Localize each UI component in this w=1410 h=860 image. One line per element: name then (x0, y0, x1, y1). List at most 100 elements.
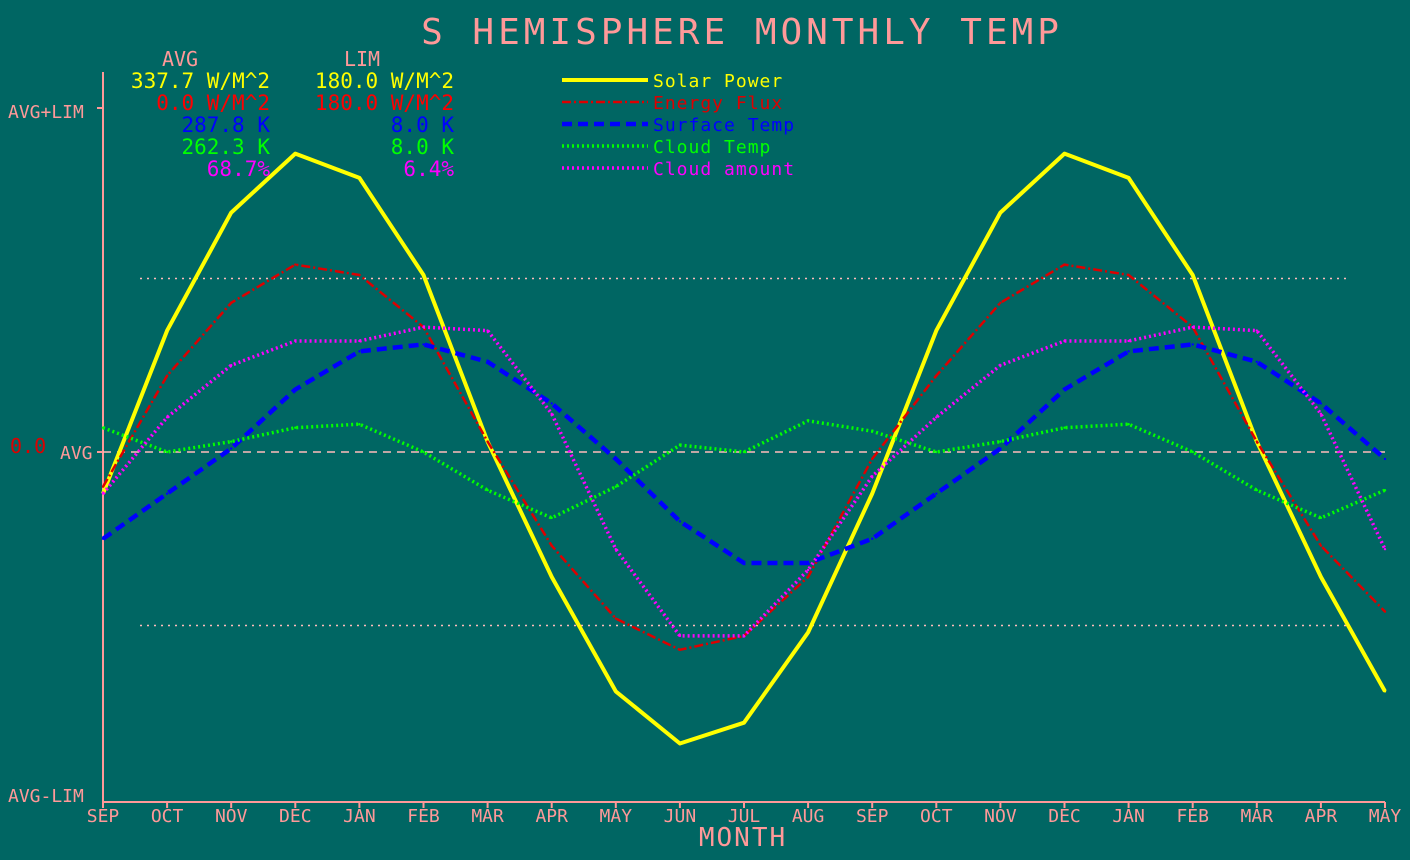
data-point (1063, 388, 1066, 391)
axes (97, 72, 1386, 808)
x-tick-label: MAY (600, 806, 633, 827)
legend-label: Cloud Temp (653, 137, 771, 158)
data-point (806, 575, 810, 579)
data-point (678, 742, 682, 745)
data-point (165, 450, 169, 454)
data-point (1191, 273, 1194, 277)
legend-label: Solar Power (653, 71, 783, 92)
y-label-zero: 0.0 (10, 434, 46, 458)
chart-title: S HEMISPHERE MONTHLY TEMP (421, 12, 1063, 53)
legend-label: Energy Flux (653, 93, 783, 114)
series-line-solar-power (101, 151, 1387, 746)
x-tick-label: AUG (792, 806, 825, 827)
x-tick-labels: SEP OCT NOV DEC JAN FEB MAR APR MAY JUN JUL AUG SEP O… (87, 806, 1402, 827)
data-point (1191, 325, 1194, 329)
data-point (550, 544, 553, 547)
stat-avg: 0.0 W/M^2 (156, 91, 270, 115)
data-point (230, 301, 233, 304)
data-point (1127, 423, 1130, 426)
stat-lim: 6.4% (403, 157, 454, 181)
data-point (1255, 488, 1259, 492)
x-tick-label: FEB (407, 806, 440, 827)
data-point (1127, 350, 1130, 353)
data-point (358, 350, 361, 353)
data-point (806, 631, 810, 634)
data-point (358, 423, 361, 426)
data-point (1255, 440, 1259, 443)
x-tick-label: JAN (1112, 806, 1145, 827)
data-point (871, 492, 874, 495)
data-point (935, 450, 938, 454)
data-point (1063, 339, 1066, 343)
data-point (871, 429, 874, 433)
data-point (358, 176, 361, 180)
data-point (165, 374, 169, 377)
stat-lim: 8.0 K (391, 113, 455, 137)
data-point (550, 412, 553, 416)
data-point (935, 374, 938, 377)
x-tick-label: JUL (728, 806, 761, 827)
data-point (1319, 412, 1323, 416)
data-point (422, 325, 425, 329)
data-point (422, 273, 425, 277)
series-line-surface-temp (101, 342, 1387, 566)
data-point (1383, 547, 1387, 551)
y-label-mid: AVG (60, 443, 93, 464)
data-point (742, 561, 746, 565)
data-point (358, 273, 361, 277)
data-point (614, 547, 617, 551)
data-point (230, 440, 233, 443)
data-point (678, 520, 682, 523)
avg-header: AVG (162, 47, 198, 71)
data-point (1127, 273, 1130, 277)
data-point (742, 450, 746, 454)
x-tick-label: MAY (1369, 806, 1402, 827)
data-point (101, 492, 105, 495)
data-point (230, 211, 233, 214)
data-point (871, 537, 874, 540)
data-point (486, 440, 489, 443)
data-point (294, 339, 297, 343)
data-point (678, 443, 682, 447)
data-point (165, 492, 169, 495)
data-point (1063, 426, 1066, 429)
data-point (999, 211, 1002, 214)
data-point (294, 426, 297, 429)
x-tick-label: DEC (1048, 806, 1081, 827)
x-tick-label: MAR (471, 806, 504, 827)
data-point (486, 360, 489, 363)
data-point (486, 329, 489, 332)
stat-avg: 68.7% (207, 157, 271, 181)
series-line-energy-flux (101, 263, 1386, 652)
x-tick-label: APR (1305, 806, 1338, 827)
data-point (806, 568, 810, 572)
stat-avg: 337.7 W/M^2 (131, 69, 270, 93)
data-point (935, 416, 938, 419)
data-point (999, 301, 1002, 304)
data-point (678, 648, 682, 651)
data-point (871, 475, 874, 478)
x-tick-label: SEP (856, 806, 889, 827)
data-point (1319, 402, 1323, 405)
data-point (550, 516, 553, 520)
data-point (806, 419, 810, 422)
data-point (230, 447, 233, 450)
data-point (1191, 343, 1194, 346)
data-point (101, 537, 105, 540)
y-label-top: AVG+LIM (8, 102, 84, 123)
x-tick-label: OCT (151, 806, 184, 827)
data-point (999, 447, 1002, 450)
data-point (165, 329, 169, 332)
data-point (614, 457, 617, 461)
data-point (358, 339, 361, 343)
data-point (614, 485, 617, 488)
data-point (1063, 263, 1066, 266)
data-point (165, 416, 169, 419)
x-tick-label: DEC (279, 806, 312, 827)
data-point (1127, 176, 1130, 180)
data-point (1319, 575, 1323, 579)
data-point (1127, 339, 1130, 343)
data-point (1319, 544, 1323, 547)
